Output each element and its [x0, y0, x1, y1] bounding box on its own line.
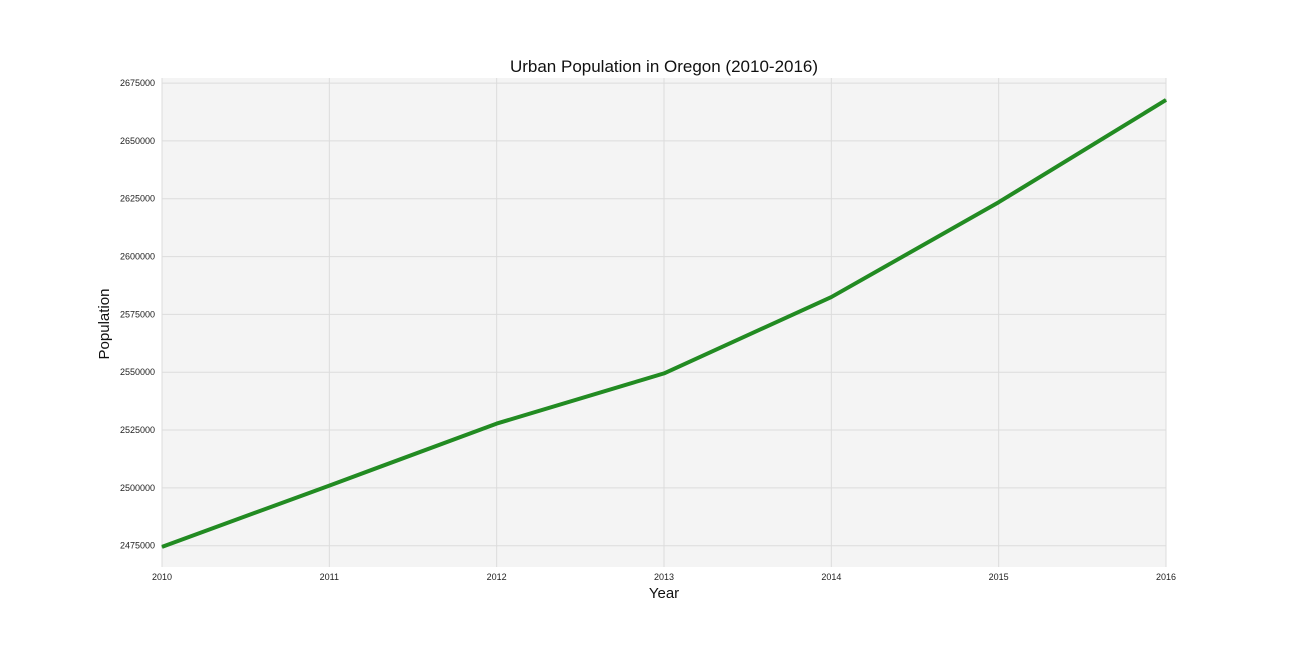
y-tick-label: 2650000 [120, 136, 155, 146]
x-tick-label: 2010 [152, 572, 172, 582]
x-tick-label: 2011 [320, 572, 339, 582]
data-point [496, 423, 498, 425]
data-point [663, 372, 665, 374]
x-tick-labels: 2010 2011 2012 2013 2014 2015 2016 [152, 572, 1176, 582]
y-tick-label: 2675000 [120, 78, 155, 88]
y-tick-label: 2475000 [120, 541, 155, 551]
y-tick-label: 2625000 [120, 194, 155, 204]
y-axis-label: Population [96, 289, 113, 360]
y-tick-label: 2500000 [120, 483, 155, 493]
data-point [161, 546, 163, 548]
chart-title: Urban Population in Oregon (2010-2016) [510, 57, 818, 76]
y-tick-label: 2550000 [120, 367, 155, 377]
x-tick-label: 2012 [487, 572, 507, 582]
data-point [1165, 99, 1167, 101]
x-tick-label: 2013 [654, 572, 674, 582]
x-tick-label: 2014 [821, 572, 841, 582]
y-tick-labels: 2475000 2500000 2525000 2550000 2575000 26000… [120, 78, 155, 551]
x-tick-label: 2016 [1156, 572, 1176, 582]
y-tick-label: 2575000 [120, 309, 155, 319]
x-tick-label: 2015 [989, 572, 1009, 582]
y-tick-label: 2525000 [120, 425, 155, 435]
x-axis-label: Year [649, 585, 679, 602]
series-layer [161, 98, 1168, 549]
data-point [328, 485, 330, 487]
y-tick-label: 2600000 [120, 252, 155, 262]
data-point [830, 296, 832, 298]
data-point [998, 201, 1000, 203]
